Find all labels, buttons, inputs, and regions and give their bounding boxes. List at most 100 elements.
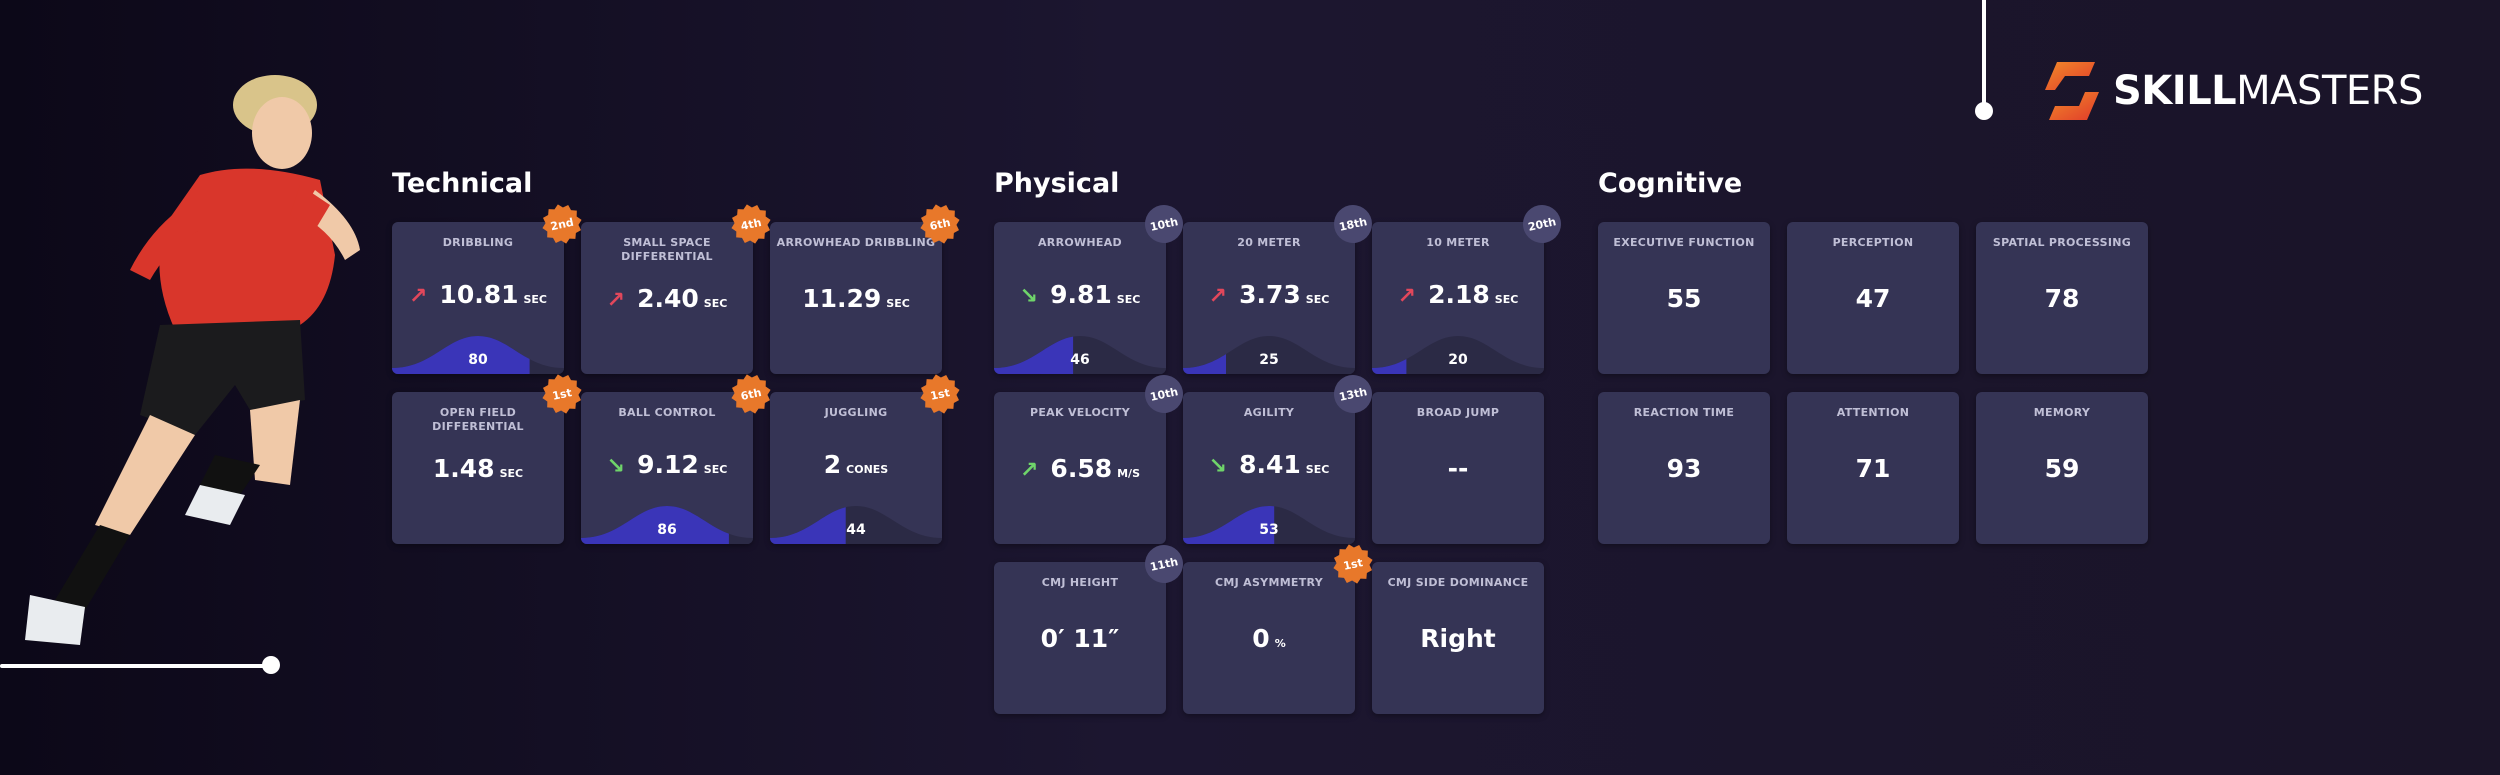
metric-label: CMJ HEIGHT [1041,576,1119,589]
metric-value: 93 [1666,454,1702,483]
metric-card-agility[interactable]: AGILITY ↘ 8.41 SEC 53 [1183,392,1355,544]
metric-label: 10 METER [1426,236,1490,249]
metric-card-spatial-processing[interactable]: SPATIAL PROCESSING 78 [1976,222,2148,374]
metric-value-row: 1.48 SEC [392,454,564,483]
metric-value-row: 71 [1787,454,1959,483]
metric-card-arrowhead-dribbling[interactable]: ARROWHEAD DRIBBLING 11.29 SEC [770,222,942,374]
metric-value: 6.58 [1050,454,1113,483]
metric-label: 20 METER [1237,236,1301,249]
percentile-fill [770,507,846,544]
rank-badge-icon: 10th [1140,370,1187,417]
metric-unit: SEC [703,463,728,476]
metric-label: CMJ SIDE DOMINANCE [1387,576,1529,589]
metric-card-20-meter[interactable]: 20 METER ↗ 3.73 SEC 25 [1183,222,1355,374]
brand-logo: SKILLMASTERS [2045,62,2423,120]
percentile-distribution [392,336,564,374]
metric-value-row: 0% [1183,624,1355,653]
metric-card-executive-function[interactable]: EXECUTIVE FUNCTION 55 [1598,222,1770,374]
metric-unit: SEC [499,467,524,480]
metric-label: SPATIAL PROCESSING [1992,236,2132,249]
percentile-distribution [770,506,942,544]
metric-label: BROAD JUMP [1416,406,1500,419]
metric-value-row: Right [1372,624,1544,653]
decorative-line-horizontal [0,664,272,668]
metric-card-cmj-side-dominance[interactable]: CMJ SIDE DOMINANCE Right [1372,562,1544,714]
rank-badge-icon: 6th [916,200,963,247]
metric-label: ARROWHEAD [1037,236,1122,249]
percentile-score: 20 [1448,352,1468,368]
player-photo [25,75,360,645]
metric-card-small-space-differential[interactable]: SMALL SPACE DIFFERENTIAL ↗ 2.40 SEC [581,222,753,374]
percentile-score: 44 [846,522,866,538]
percentile-distribution [1183,336,1355,374]
metric-value: 11.29 [802,284,882,313]
percentile-fill [392,336,530,374]
metric-label: REACTION TIME [1633,406,1735,419]
metric-value: 2.40 [637,284,699,313]
metric-value: 47 [1855,284,1891,313]
metric-card-broad-jump[interactable]: BROAD JUMP -- [1372,392,1544,544]
rank-badge-icon: 4th [727,200,774,247]
metric-value: 2.18 [1428,280,1490,309]
metric-value-row: ↘ 8.41 SEC [1183,450,1355,479]
metric-value: 9.12 [637,450,699,479]
metric-value-row: 78 [1976,284,2148,313]
metric-value-row: 59 [1976,454,2148,483]
percentile-fill [581,506,729,544]
metric-label: BALL CONTROL [618,406,716,419]
metric-card-open-field-differential[interactable]: OPEN FIELD DIFFERENTIAL 1.48 SEC [392,392,564,544]
metric-value: 0′ 11″ [1040,624,1120,653]
trend-up-arrow-icon: ↗ [1397,284,1417,309]
metric-value-row: 11.29 SEC [770,284,942,313]
metric-card-reaction-time[interactable]: REACTION TIME 93 [1598,392,1770,544]
metric-card-dribbling[interactable]: DRIBBLING ↗ 10.81 SEC 80 [392,222,564,374]
metric-value: -- [1447,454,1469,483]
metric-value: 9.81 [1050,280,1112,309]
metric-value-row: ↗ 2.40 SEC [581,284,753,313]
trend-up-arrow-icon: ↗ [1019,458,1039,483]
metric-unit: SEC [1305,463,1330,476]
metric-card-peak-velocity[interactable]: PEAK VELOCITY ↗ 6.58 M/S [994,392,1166,544]
metric-card-ball-control[interactable]: BALL CONTROL ↘ 9.12 SEC 86 [581,392,753,544]
percentile-score: 80 [468,352,488,368]
percentile-fill [1372,359,1407,374]
percentile-fill [1183,354,1226,374]
metric-value-row: ↘ 9.12 SEC [581,450,753,479]
rank-badge-icon: 11th [1140,540,1187,587]
metric-card-memory[interactable]: MEMORY 59 [1976,392,2148,544]
trend-up-arrow-icon: ↗ [408,284,428,309]
section-title-physical: Physical [994,168,1120,199]
metric-card-cmj-height[interactable]: CMJ HEIGHT 0′ 11″ [994,562,1166,714]
metric-value: Right [1420,624,1496,653]
metric-unit: SEC [1116,293,1141,306]
metric-unit: M/S [1117,467,1140,480]
metric-card-cmj-asymmetry[interactable]: CMJ ASYMMETRY 0% [1183,562,1355,714]
section-title-cognitive: Cognitive [1598,168,1743,199]
trend-up-arrow-icon: ↗ [1208,284,1228,309]
rank-badge-icon: 1st [538,370,585,417]
metric-card-juggling[interactable]: JUGGLING 2 CONES 44 [770,392,942,544]
metric-label: EXECUTIVE FUNCTION [1613,236,1755,249]
metric-value: 71 [1855,454,1891,483]
rank-badge-icon: 1st [916,370,963,417]
percentile-score: 53 [1259,522,1279,538]
metric-card-attention[interactable]: ATTENTION 71 [1787,392,1959,544]
metric-card-10-meter[interactable]: 10 METER ↗ 2.18 SEC 20 [1372,222,1544,374]
metric-label: ATTENTION [1836,406,1910,419]
metric-card-perception[interactable]: PERCEPTION 47 [1787,222,1959,374]
percentile-distribution [1372,336,1544,374]
metric-unit: CONES [846,463,889,476]
metric-unit: SEC [1494,293,1519,306]
percentile-distribution [994,336,1166,374]
metric-value: 8.41 [1239,450,1301,479]
decorative-line-vertical [1982,0,1986,108]
rank-badge-icon: 10th [1140,200,1187,247]
metric-unit: % [1274,637,1286,650]
rank-badge-icon: 13th [1329,370,1376,417]
metric-value-row: 93 [1598,454,1770,483]
metric-card-arrowhead[interactable]: ARROWHEAD ↘ 9.81 SEC 46 [994,222,1166,374]
rank-badge-icon: 1st [1329,540,1376,587]
percentile-distribution [581,506,753,544]
metric-label: PERCEPTION [1832,236,1914,249]
metric-label: MEMORY [2033,406,2091,419]
